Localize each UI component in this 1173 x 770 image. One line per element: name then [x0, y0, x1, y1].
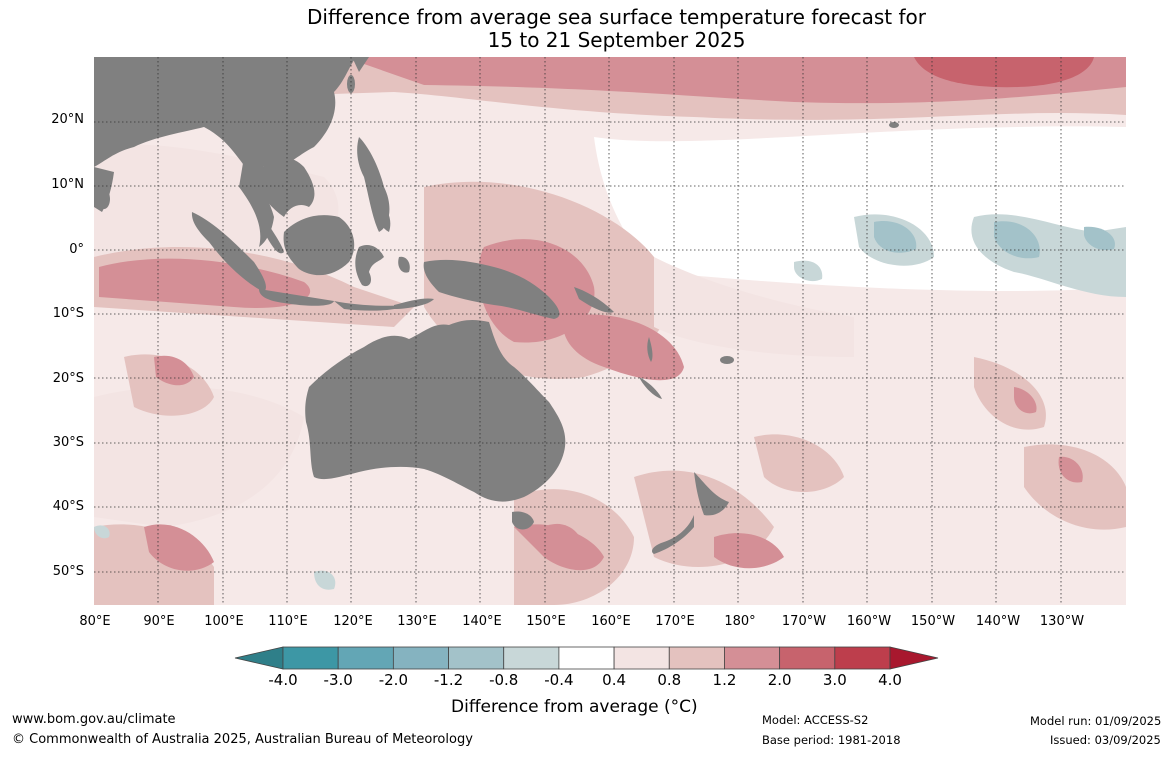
lon-label-120e: 120°E — [333, 614, 373, 629]
colorbar-tick-label: -0.8 — [489, 671, 519, 689]
base-period-text: Base period: 1981-2018 — [762, 733, 901, 747]
lat-label-40s: 40°S — [52, 499, 84, 514]
model-run-text: Model run: 01/09/2025 — [1030, 714, 1162, 728]
graticule — [94, 57, 1126, 605]
lon-label-140e: 140°E — [462, 614, 502, 629]
colorbar-label: Difference from average (°C) — [451, 697, 698, 717]
colorbar-tick-label: 4.0 — [878, 671, 902, 689]
colorbar-tick-label: 3.0 — [822, 671, 847, 689]
colorbar-tick-label: 0.4 — [602, 671, 627, 689]
colorbar-tick-label: -2.0 — [378, 671, 408, 689]
copyright-text: © Commonwealth of Australia 2025, Austra… — [12, 732, 473, 747]
model-text: Model: ACCESS-S2 — [762, 713, 869, 727]
colorbar-cell — [558, 646, 615, 670]
colorbar-tick-label: -0.4 — [544, 671, 574, 689]
lon-label-100e: 100°E — [204, 614, 244, 629]
lon-label-130e: 130°E — [397, 614, 437, 629]
lon-label-130w: 130°W — [1039, 614, 1085, 629]
colorbar-tick-label: 2.0 — [767, 671, 792, 689]
map-title-line2: 15 to 21 September 2025 — [487, 28, 746, 52]
colorbar-tick-label: -3.0 — [323, 671, 353, 689]
lon-label-160w: 160°W — [846, 614, 892, 629]
colorbar-tick-label: -1.2 — [433, 671, 464, 689]
colorbar-tick-label: 0.8 — [657, 671, 682, 689]
colorbar-cell — [668, 646, 725, 670]
lon-label-150e: 150°E — [526, 614, 566, 629]
colorbar-cell — [282, 646, 339, 670]
lat-label-10s: 10°S — [52, 306, 84, 321]
website-text: www.bom.gov.au/climate — [12, 712, 176, 727]
colorbar-extend-high — [889, 646, 939, 670]
colorbar-cell — [613, 646, 670, 670]
colorbar-tick-label: 1.2 — [712, 671, 737, 689]
colorbar-cell — [503, 646, 560, 670]
map-title-line1: Difference from average sea surface temp… — [306, 5, 926, 29]
land-masses — [94, 57, 899, 554]
lat-label-20s: 20°S — [52, 371, 84, 386]
lon-label-150w: 150°W — [910, 614, 956, 629]
colorbar-cell — [448, 646, 505, 670]
colorbar-cell — [779, 646, 836, 670]
lat-label-30s: 30°S — [52, 435, 84, 450]
lat-label-0: 0° — [69, 242, 84, 257]
lon-label-170w: 170°W — [781, 614, 827, 629]
colorbar-cell — [724, 646, 781, 670]
issued-text: Issued: 03/09/2025 — [1050, 733, 1161, 747]
colorbar-tick-label: -4.0 — [268, 671, 298, 689]
lat-label-20n: 20°N — [51, 112, 84, 127]
lon-label-160e: 160°E — [591, 614, 631, 629]
lon-label-80e: 80°E — [79, 614, 111, 629]
colorbar-cell — [834, 646, 891, 670]
colorbar-cell — [392, 646, 449, 670]
lon-label-170e: 170°E — [655, 614, 695, 629]
colorbar-cell — [337, 646, 394, 670]
lon-label-110e: 110°E — [268, 614, 308, 629]
sst-anomaly-map — [94, 57, 1126, 605]
lon-label-180: 180° — [724, 614, 756, 629]
colorbar-extend-low — [234, 646, 284, 670]
lon-label-140w: 140°W — [975, 614, 1021, 629]
lon-label-90e: 90°E — [143, 614, 175, 629]
lat-label-50s: 50°S — [52, 564, 84, 579]
lat-label-10n: 10°N — [51, 177, 84, 192]
